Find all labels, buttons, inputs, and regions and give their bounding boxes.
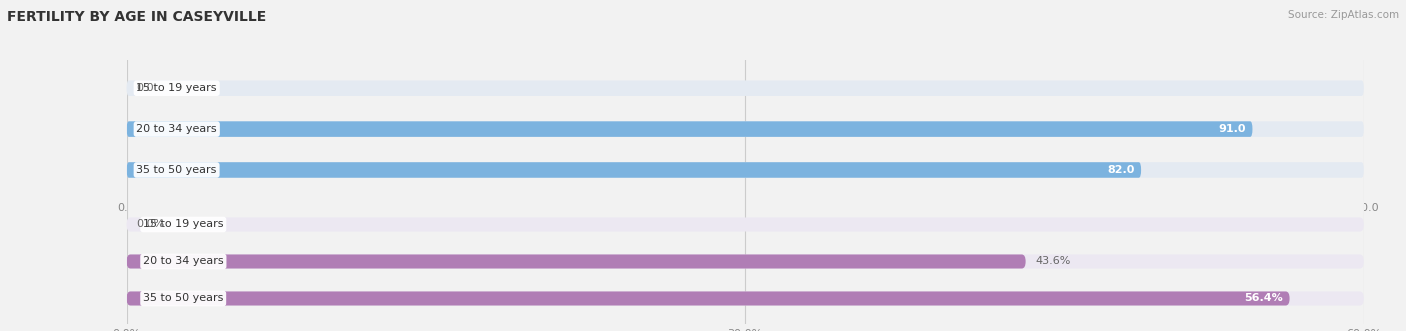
Text: 35 to 50 years: 35 to 50 years xyxy=(136,165,217,175)
FancyBboxPatch shape xyxy=(127,255,1364,268)
Text: 20 to 34 years: 20 to 34 years xyxy=(143,257,224,266)
Text: 35 to 50 years: 35 to 50 years xyxy=(143,294,224,304)
FancyBboxPatch shape xyxy=(127,121,1364,137)
Text: 15 to 19 years: 15 to 19 years xyxy=(143,219,224,229)
FancyBboxPatch shape xyxy=(127,292,1289,306)
FancyBboxPatch shape xyxy=(127,217,1364,231)
Text: 56.4%: 56.4% xyxy=(1244,294,1284,304)
FancyBboxPatch shape xyxy=(127,80,1364,96)
Text: FERTILITY BY AGE IN CASEYVILLE: FERTILITY BY AGE IN CASEYVILLE xyxy=(7,10,266,24)
Text: 15 to 19 years: 15 to 19 years xyxy=(136,83,217,93)
FancyBboxPatch shape xyxy=(127,255,1025,268)
Text: 0.0%: 0.0% xyxy=(136,219,165,229)
Text: 20 to 34 years: 20 to 34 years xyxy=(136,124,217,134)
Text: 82.0: 82.0 xyxy=(1108,165,1135,175)
FancyBboxPatch shape xyxy=(127,121,1253,137)
Text: 0.0: 0.0 xyxy=(136,83,155,93)
FancyBboxPatch shape xyxy=(127,162,1364,178)
FancyBboxPatch shape xyxy=(127,292,1364,306)
Text: 43.6%: 43.6% xyxy=(1036,257,1071,266)
Text: 91.0: 91.0 xyxy=(1219,124,1246,134)
FancyBboxPatch shape xyxy=(127,162,1142,178)
Text: Source: ZipAtlas.com: Source: ZipAtlas.com xyxy=(1288,10,1399,20)
